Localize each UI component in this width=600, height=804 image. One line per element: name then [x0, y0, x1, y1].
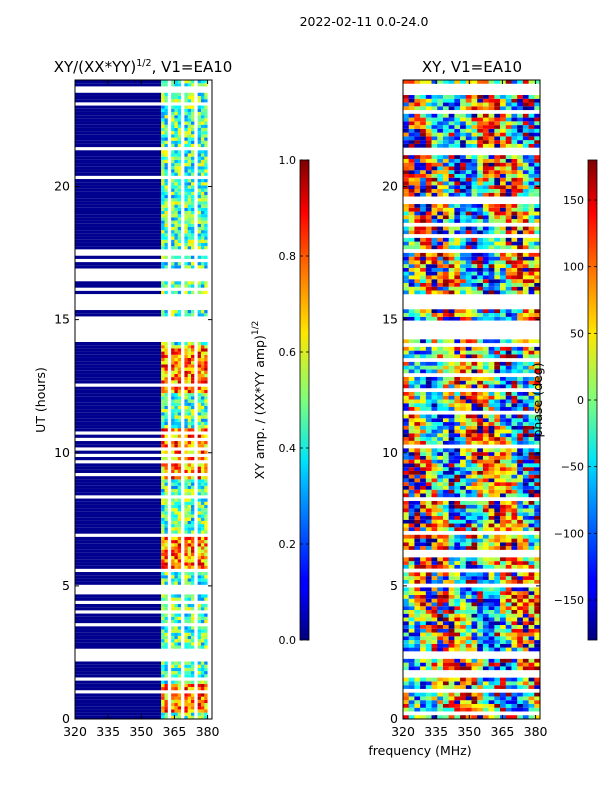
right-y-tick-label: 0	[390, 711, 398, 726]
right-y-tick-label: 10	[382, 445, 398, 460]
amplitude-colorbar-tick-label: 0.2	[279, 538, 297, 551]
phase-colorbar-tick-label: −50	[561, 461, 584, 474]
phase-colorbar-tick-label: −100	[554, 527, 584, 540]
right-x-tick-label: 350	[457, 724, 481, 739]
phase-colorbar-tick-label: 50	[570, 327, 584, 340]
left-x-tick-label: 335	[96, 724, 120, 739]
left-heatmap	[75, 80, 212, 719]
amplitude-colorbar: 0.0 0.2 0.4 0.6 0.8 1.0 XY amp. / (XX*YY amp)…	[251, 154, 309, 647]
right-panel-title: XY, V1=EA10	[422, 58, 522, 76]
left-y-tick-label: 15	[54, 312, 70, 327]
figure-title: 2022-02-11 0.0-24.0	[300, 14, 429, 29]
amplitude-colorbar-label: XY amp. / (XX*YY amp)1/2	[251, 321, 267, 480]
amplitude-colorbar-tick-label: 0.6	[279, 346, 297, 359]
phase-colorbar-tick-label: 100	[563, 261, 584, 274]
left-panel-title: XY/(XX*YY)1/2, V1=EA10	[54, 58, 233, 76]
left-y-axis-label: UT (hours)	[33, 367, 48, 433]
amplitude-colorbar-tick-label: 0.4	[279, 442, 297, 455]
phase-colorbar-tick-label: −150	[554, 594, 584, 607]
phase-colorbar-tick-label: 150	[563, 194, 584, 207]
left-panel: XY/(XX*YY)1/2, V1=EA10 320 335 350 365 380 0…	[33, 58, 232, 739]
amplitude-colorbar-tick-label: 0.8	[279, 250, 297, 263]
right-y-tick-label: 20	[382, 179, 398, 194]
right-panel: XY, V1=EA10 320 335 350 365 380 0 5 10 15 20 fre…	[368, 58, 547, 758]
left-y-tick-label: 0	[62, 711, 70, 726]
left-x-tick-label: 380	[196, 724, 220, 739]
phase-colorbar-label: phase (deg)	[530, 362, 545, 437]
phase-colorbar-tick-label: 0	[577, 394, 584, 407]
left-y-tick-label: 10	[54, 445, 70, 460]
right-heatmap	[403, 80, 540, 719]
left-y-tick-label: 20	[54, 179, 70, 194]
frequency-axis-label: frequency (MHz)	[368, 743, 471, 758]
amplitude-colorbar-tick-label: 1.0	[279, 154, 297, 167]
right-y-tick-label: 5	[390, 578, 398, 593]
amplitude-colorbar-tick-label: 0.0	[279, 634, 297, 647]
right-x-tick-label: 380	[524, 724, 548, 739]
right-x-tick-label: 365	[491, 724, 515, 739]
right-x-tick-label: 335	[424, 724, 448, 739]
left-x-tick-label: 365	[163, 724, 187, 739]
left-x-tick-label: 320	[63, 724, 87, 739]
amplitude-colorbar-gradient	[300, 160, 309, 640]
right-x-tick-label: 320	[391, 724, 415, 739]
right-y-tick-label: 15	[382, 312, 398, 327]
left-x-tick-label: 350	[129, 724, 153, 739]
left-y-tick-label: 5	[62, 578, 70, 593]
